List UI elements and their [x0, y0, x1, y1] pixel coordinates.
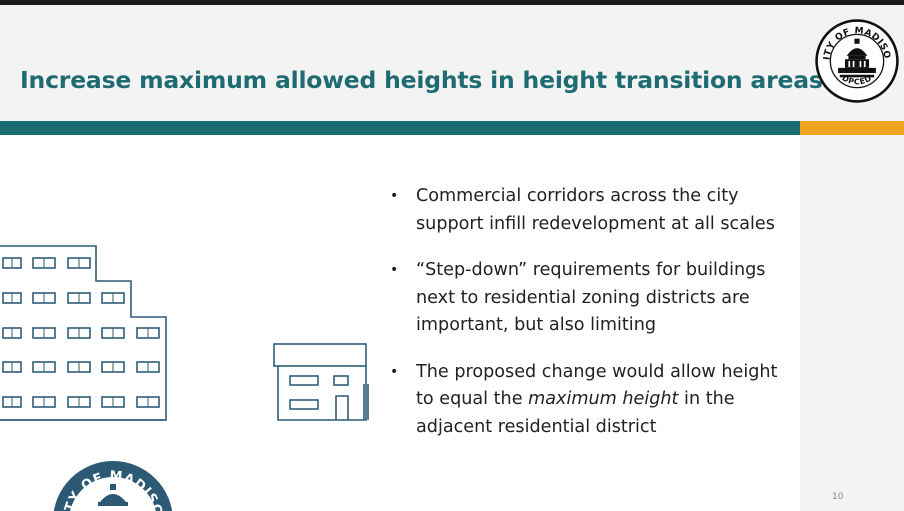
- bullet-item: • The proposed change would allow height…: [388, 359, 798, 442]
- city-seal-icon: CITY OF MADISON: [50, 458, 173, 511]
- city-seal-icon: CITY OF MADISON DPCED: [814, 18, 899, 103]
- bullet-text-part: The proposed change would allow height t…: [416, 361, 778, 410]
- bullet-marker: •: [390, 363, 399, 380]
- seal-bottom-text: DPCED: [841, 73, 873, 86]
- bullet-list: • Commercial corridors across the city s…: [388, 183, 798, 460]
- bullet-text: Commercial corridors across the city sup…: [416, 186, 775, 234]
- orange-accent-bar: [800, 121, 904, 135]
- teal-divider-bar: [0, 121, 800, 135]
- emphasis-text: maximum height: [528, 389, 679, 409]
- buildings-illustration-icon: [0, 245, 369, 421]
- slide-title: Increase maximum allowed heights in heig…: [20, 66, 823, 94]
- bullet-text: The proposed change would allow height t…: [416, 362, 777, 437]
- top-strip: [0, 0, 904, 5]
- bullet-item: • “Step-down” requirements for buildings…: [388, 257, 798, 340]
- page-number: 10: [832, 492, 844, 502]
- header-band: [0, 5, 800, 121]
- bullet-item: • Commercial corridors across the city s…: [388, 183, 798, 238]
- svg-text:DPCED: DPCED: [841, 73, 874, 86]
- bullet-text-part: in the adjacent residential district: [416, 389, 735, 437]
- bullet-marker: •: [390, 188, 399, 204]
- bullet-text: “Step-down” requirements for buildings n…: [416, 260, 766, 335]
- bullet-marker: •: [390, 262, 399, 278]
